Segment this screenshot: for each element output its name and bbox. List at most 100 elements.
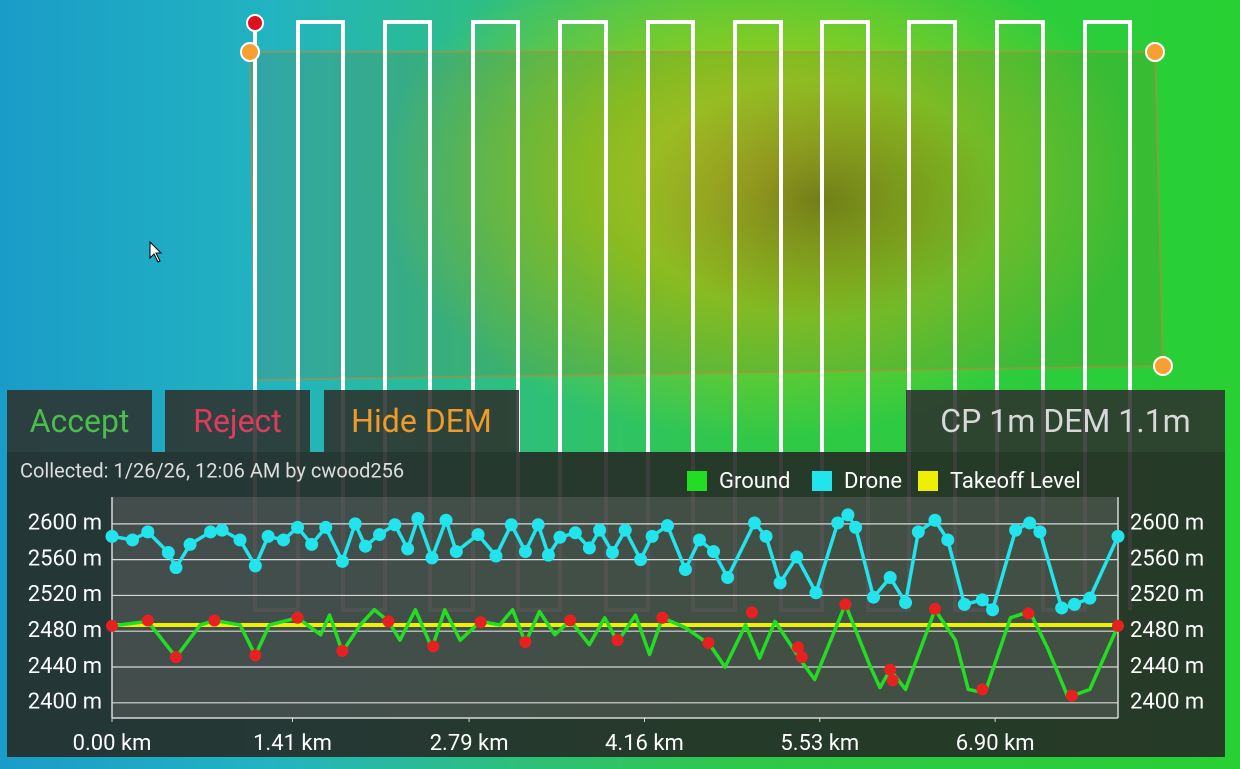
y-tick-label: 2480 m [28,618,102,643]
drone-point [553,530,567,544]
drone-point [790,550,804,564]
drone-point [831,516,845,530]
drone-point [1023,516,1037,530]
drone-point [899,596,913,610]
drone-point [986,603,1000,617]
drone-point [277,533,291,547]
x-tick-label: 0.00 km [73,731,152,756]
drone-point [183,537,197,551]
drone-point [401,542,415,556]
drone-point [883,571,897,585]
drone-point [721,571,735,585]
drone-point [957,597,971,611]
waypoint-marker [208,614,221,627]
waypoint-marker [249,649,262,662]
waypoint-marker [795,651,808,664]
drone-point [1033,525,1047,539]
waypoint-marker [1022,607,1035,620]
x-tick-label: 5.53 km [780,731,859,756]
drone-point [707,545,721,559]
waypoint-marker [106,619,118,632]
accept-button[interactable]: Accept [7,390,152,452]
waypoint-marker [291,611,304,624]
x-tick-label: 1.41 km [253,731,332,756]
drone-point [411,511,425,525]
drone-point [593,523,607,537]
series-line [111,602,1120,700]
area-vertex [1153,356,1173,376]
cursor [149,240,163,263]
y2-tick-label: 2600 m [1130,511,1204,536]
y2-tick-label: 2560 m [1130,546,1204,571]
drone-point [582,541,596,555]
area-vertex [240,42,260,62]
waypoint-marker [1112,619,1124,632]
plot-area [112,497,1118,718]
reject-button[interactable]: Reject [165,390,310,452]
drone-point [660,519,674,533]
y2-tick-label: 2480 m [1130,618,1204,643]
hide-dem-button[interactable]: Hide DEM [324,390,519,452]
drone-point [773,576,787,590]
waypoint-marker [611,634,624,647]
chart-panel [7,452,1225,757]
collected-info: Collected: 1/26/26, 12:06 AM by cwood256 [20,458,404,482]
waypoint-marker [839,598,852,611]
legend-swatch [687,471,707,491]
drone-point [1009,523,1023,537]
drone-point [911,525,925,539]
waypoint-marker [792,641,805,654]
waypoint-marker [564,614,577,627]
waypoint-marker [745,606,758,619]
drone-point [471,528,485,542]
waypoint-marker [884,663,897,676]
drone-point [388,518,402,532]
waypoint-marker [656,611,669,624]
y-tick-label: 2440 m [28,654,102,679]
drone-point [261,529,275,543]
drone-point [618,523,632,537]
drone-point [348,517,362,531]
drone-point [305,537,319,551]
legend-label: Takeoff Level [950,469,1081,494]
status-label: CP 1m DEM 1.1m [906,390,1225,452]
drone-point [841,508,855,522]
drone-point [204,525,218,539]
drone-point [141,525,155,539]
drone-point [975,593,989,607]
drone-point [1083,591,1097,605]
drone-point [504,518,518,532]
waypoint-marker [976,683,989,696]
drone-point [358,539,372,553]
waypoint-marker [427,640,440,653]
x-tick-label: 6.90 km [956,731,1035,756]
drone-point [605,545,619,559]
y-tick-label: 2560 m [28,546,102,571]
drone-point [692,533,706,547]
drone-point [809,586,823,600]
drone-point [1067,597,1081,611]
waypoint-marker [886,674,899,687]
drone-point [1111,529,1125,543]
drone-point [291,520,305,534]
drone-point [1055,601,1069,615]
waypoint-marker [474,616,487,629]
drone-point [233,533,247,547]
waypoint-marker [141,614,154,627]
drone-point [928,513,942,527]
legend-label: Drone [844,469,902,494]
drone-point [489,549,503,563]
drone-point [125,533,139,547]
drone-point [634,553,648,567]
y-tick-label: 2400 m [28,690,102,715]
waypoint-marker [169,651,182,664]
waypoint-marker [336,644,349,657]
drone-point [531,518,545,532]
waypoint-marker [1065,689,1078,702]
legend-swatch [812,471,832,491]
start-point [246,14,264,32]
legend-label: Ground [719,469,790,494]
drone-point [372,528,386,542]
y2-tick-label: 2400 m [1130,690,1204,715]
